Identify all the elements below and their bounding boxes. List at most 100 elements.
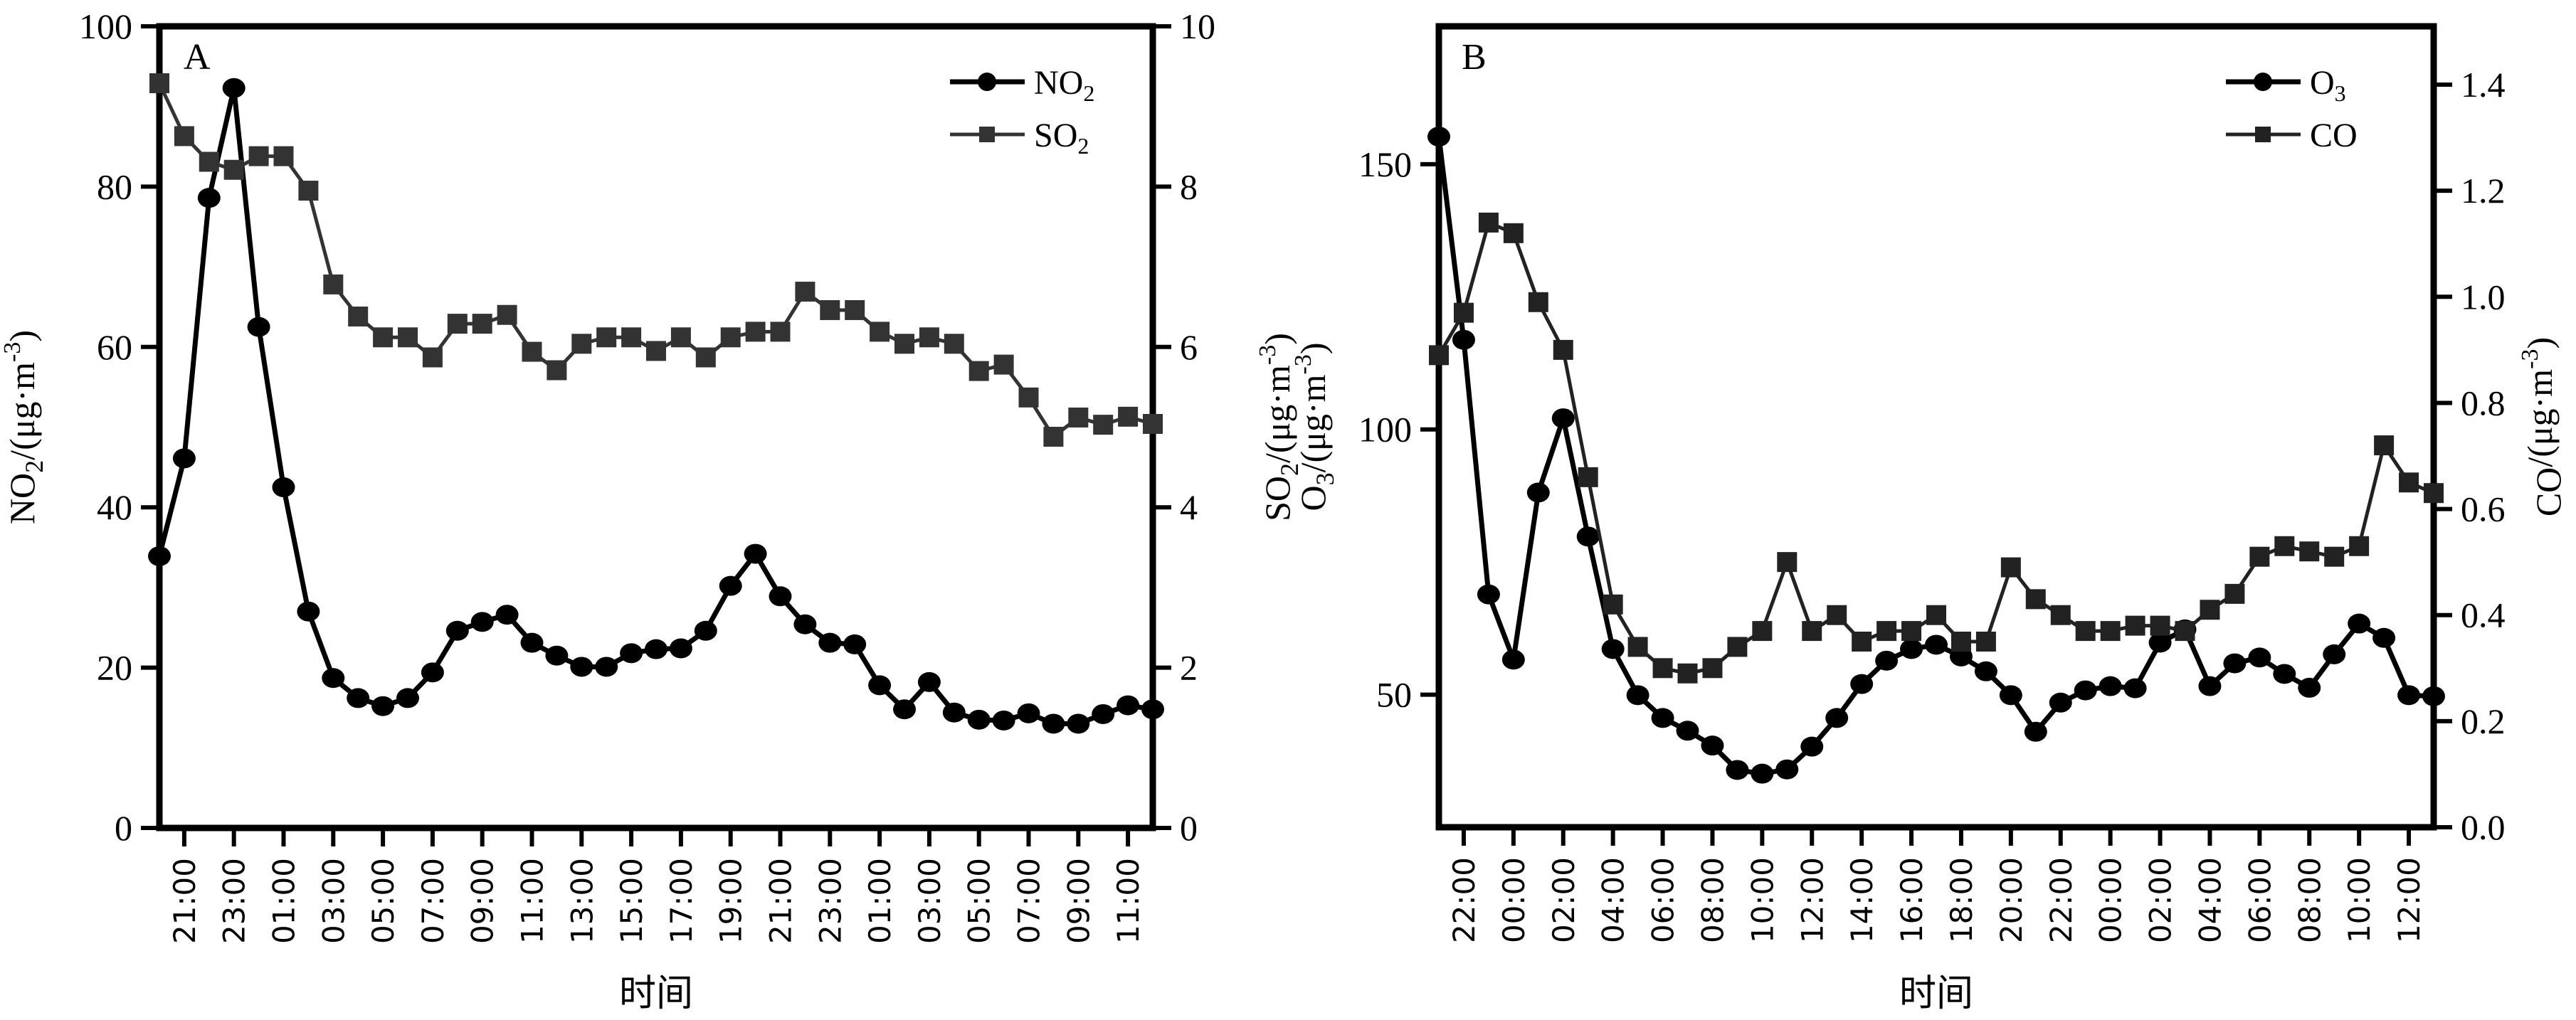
data-point-co [1702,658,1723,679]
x-axis-tick-label: 11:00 [515,858,550,944]
data-point-so2 [1043,427,1064,447]
data-point-o3 [1576,526,1600,547]
data-point-so2 [1118,406,1139,427]
x-axis-tick-label: 07:00 [1012,858,1047,944]
data-point-o3 [1974,661,1997,681]
x-axis-tick-label: 10:00 [1745,857,1780,943]
data-point-no2 [322,668,345,689]
data-point-so2 [422,347,443,368]
x-axis-tick-label: 12:00 [2392,857,2427,943]
x-axis-tick-label: 22:00 [1447,857,1482,943]
data-point-co [1777,552,1798,573]
data-point-no2 [1042,713,1065,734]
data-point-co [1951,632,1971,652]
x-axis-tick-label: 00:00 [2094,857,2128,943]
data-point-so2 [248,146,269,166]
data-point-o3 [1601,639,1625,659]
data-point-o3 [2024,721,2047,742]
x-axis-tick-label: 04:00 [2192,857,2227,943]
right-axis-tick-label: 0.6 [2461,489,2506,529]
left-axis-title: NO2/(μg·m-3) [0,330,48,524]
right-axis-title-close: ) [2520,337,2560,349]
data-point-co [1852,632,1872,652]
left-axis-title-sub: 3 [1311,472,1339,485]
data-point-no2 [669,638,692,659]
data-point-co [2424,483,2444,504]
right-axis-title-rest: /(μg·m [1257,365,1297,463]
plot-frame [156,23,1156,832]
data-point-co [1453,302,1474,323]
data-point-so2 [1068,407,1089,427]
right-axis-title-main: SO [1257,476,1297,521]
data-point-so2 [547,360,567,381]
data-point-o3 [1850,674,1874,694]
legend-label-main: SO [1034,117,1077,154]
data-point-o3 [1452,329,1475,350]
data-point-no2 [942,702,966,723]
data-point-o3 [2397,685,2421,706]
data-point-so2 [571,334,592,354]
data-point-o3 [1701,735,1724,756]
data-point-no2 [620,643,643,664]
legend-label-sub: 2 [1083,80,1094,106]
panel-letter: B [1462,37,1487,78]
data-point-so2 [1093,415,1114,435]
data-point-o3 [1900,639,1923,659]
x-axis-tick-label: 09:00 [1061,858,1096,944]
data-point-no2 [595,657,618,677]
data-point-so2 [223,159,244,180]
data-point-no2 [893,699,916,720]
data-point-co [2025,589,2046,610]
right-axis-tick-label: 8 [1180,166,1198,206]
data-point-so2 [870,322,890,342]
data-point-no2 [992,710,1015,731]
data-point-co [2100,621,2121,642]
left-axis-tick-label: 60 [97,327,132,367]
data-point-co [2175,621,2195,642]
data-point-o3 [2099,676,2122,696]
data-point-o3 [2422,686,2445,706]
data-point-so2 [174,126,194,147]
left-axis-title-sup: -3 [0,342,26,362]
data-point-co [2399,472,2419,493]
x-axis-tick-label: 05:00 [366,858,401,944]
data-point-co [2349,536,2370,556]
legend-label-sub: 2 [1077,133,1089,159]
data-point-o3 [1775,759,1799,780]
x-axis-tick-label: 22:00 [2044,857,2079,943]
x-axis-tick-label: 18:00 [1944,857,1979,943]
data-point-co [1528,292,1548,312]
right-axis-title-sub: 2 [1275,463,1304,476]
data-point-so2 [770,322,791,342]
data-point-co [1603,594,1623,615]
x-axis-tick-label: 05:00 [962,858,997,944]
data-point-so2 [670,327,691,348]
data-point-co [1553,339,1573,360]
right-axis-tick-label: 1.4 [2461,65,2506,105]
data-point-o3 [1651,708,1674,728]
data-point-so2 [745,322,766,342]
x-axis-tick-label: 03:00 [316,858,351,944]
left-axis-tick-label: 0 [115,808,132,848]
data-point-no2 [495,605,519,625]
data-point-so2 [1018,387,1039,408]
left-axis-title-main: NO [2,473,42,524]
data-point-co [1652,658,1673,679]
data-point-no2 [868,675,892,696]
right-axis-tick-label: 0.2 [2461,701,2506,741]
x-axis-tick-label: 02:00 [2143,857,2178,943]
legend-label-main: NO [1034,64,1083,102]
data-point-co [2224,583,2245,604]
data-point-no2 [793,614,817,634]
data-point-o3 [2273,664,2296,684]
x-axis-tick-label: 04:00 [1596,857,1631,943]
data-point-o3 [2323,644,2346,664]
right-axis-tick-label: 6 [1180,327,1198,367]
data-point-o3 [1825,708,1849,728]
data-point-co [1901,621,1922,642]
data-point-so2 [273,146,294,166]
data-point-co [2150,615,2170,636]
right-axis-title: SO2/(μg·m-3) [1255,333,1304,521]
data-point-so2 [472,314,492,334]
data-point-co [1627,637,1648,657]
